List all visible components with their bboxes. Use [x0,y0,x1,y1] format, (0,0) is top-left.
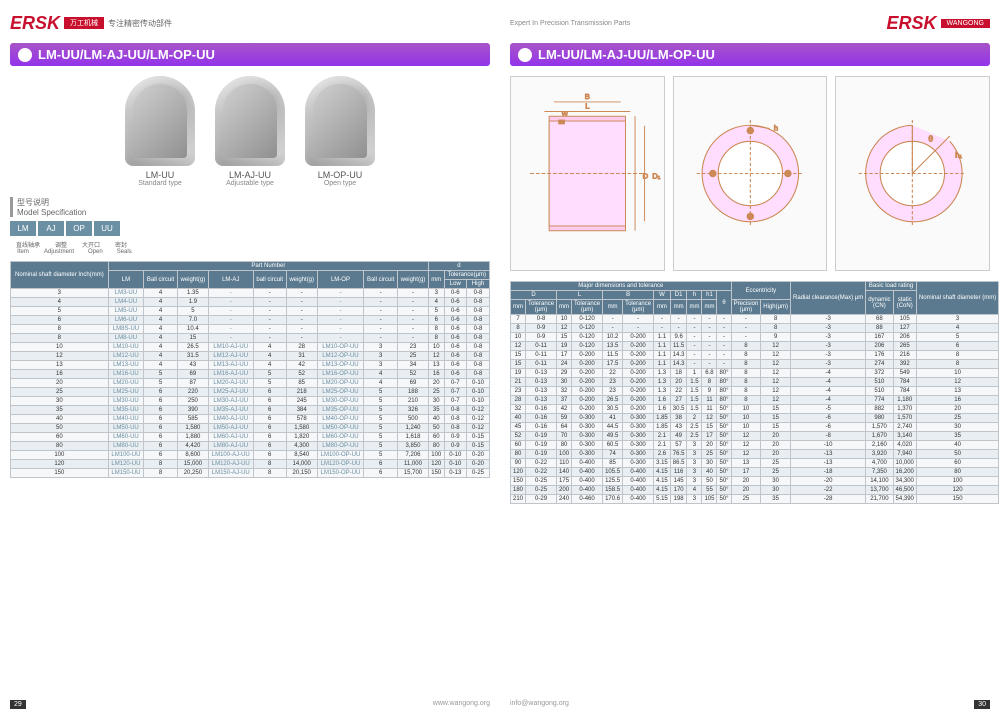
spec-table-left: Nominal shaft diameter Inch(mm)Part Numb… [10,261,490,478]
section-header-left: LM-UU/LM-AJ-UU/LM-OP-UU [10,43,490,66]
diagram-front-aj: h [673,76,828,271]
svg-text:W: W [562,111,569,118]
right-page: Expert In Precision Transmission Parts E… [500,0,1000,713]
spec-box: OP [66,221,92,236]
table-row: 520-19700-30049.50-3002.1492.51750°1220-… [511,432,999,441]
table-row: 10LM10-UU426.5LM10-AJ-UU428LM10-OP-UU323… [11,343,490,352]
svg-text:D₁: D₁ [652,171,661,180]
brand-logo-r: ERSK [887,13,937,34]
table-row: 150LM150-UU820,250LM150-AJ-UU820,150LM15… [11,469,490,478]
spec-table-right: Major dimensions and toleranceEccentrici… [510,281,999,504]
table-row: 16LM16-UU569LM16-AJ-UU552LM16-OP-UU45216… [11,370,490,379]
svg-text:L: L [585,102,589,111]
svg-text:h₁: h₁ [956,150,963,159]
table-row: 13LM13-UU443LM13-AJ-UU442LM13-OP-UU33413… [11,361,490,370]
table-row: 100-9150-12010.20-2001.19.6----9-3167206… [511,333,999,342]
table-row: 60LM60-UU61,880LM60-AJ-UU61,820LM60-OP-U… [11,433,490,442]
svg-text:B: B [585,92,590,101]
brand-cn: 万工机械 [64,17,104,29]
svg-text:θ: θ [929,133,934,143]
table-row: 8LM8-UU415------80-60-8 [11,334,490,343]
bearing-image [125,76,195,166]
svg-text:D: D [643,171,649,180]
left-page: ERSK 万工机械 专注精密传动部件 LM-UU/LM-AJ-UU/LM-OP-… [0,0,500,713]
product-item: LM-AJ-UU Adjustable type [215,76,285,187]
table-row: 2100-292400-460170.60-4005.15198310550°2… [511,495,999,504]
spec-boxes: LMAJOPUU [10,221,490,236]
table-row: 120LM120-UU815,000LM120-AJ-UU814,000LM12… [11,460,490,469]
table-row: 20LM20-UU587LM20-AJ-UU585LM20-OP-UU46920… [11,379,490,388]
table-row: 320-16420-20030.50-2001.630.51.51150°101… [511,405,999,414]
table-row: 230-13320-200230-2001.3221.5980°812-4510… [511,387,999,396]
spec-box: AJ [38,221,64,236]
table-row: 190-13290-200220-2001.31816.880°812-4372… [511,369,999,378]
table-row: 50LM50-UU61,580LM50-AJ-UU61,580LM50-OP-U… [11,424,490,433]
table-row: 900-221100-400850-3003.1586.533050°1325-… [511,459,999,468]
table-row: 70-8100-120--------8-3681053 [511,315,999,324]
footer-right: info@wangong.org 30 [510,700,990,709]
table-row: 800-191000-300740-3002.676.532550°1220-1… [511,450,999,459]
header-right: Expert In Precision Transmission Parts E… [510,8,990,38]
table-row: 12LM12-UU431.5LM12-AJ-UU431LM12-OP-UU325… [11,352,490,361]
table-row: 6LM6-UU47.0------60-60-8 [11,316,490,325]
table-row: 280-13370-20026.50-2001.6271.51180°812-4… [511,396,999,405]
header-left: ERSK 万工机械 专注精密传动部件 [10,8,490,38]
table-row: 1500-251750-400125.50-4004.1514535050°20… [511,477,999,486]
table-row: 1800-252000-400158.50-4004.1517045550°20… [511,486,999,495]
brand-logo: ERSK [10,13,60,34]
table-row: 80-9120-120--------8-3881274 [511,324,999,333]
table-row: 40LM40-UU6585LM40-AJ-UU6578LM40-OP-UU550… [11,415,490,424]
table-row: 8LM8S-UU410.4------80-60-8 [11,325,490,334]
table-row: 210-13300-200230-2001.3201.5880°812-4510… [511,378,999,387]
svg-text:h: h [774,124,778,133]
table-row: 450-16640-30044.50-3001.85432.51550°1015… [511,423,999,432]
product-item: LM-UU Standard type [125,76,195,187]
table-row: 1200-221400-400105.50-4004.1511634050°17… [511,468,999,477]
diagram-front-op: θ h₁ [835,76,990,271]
diagram-side-view: L B D D₁ W [510,76,665,271]
product-item: LM-OP-UU Open type [305,76,375,187]
table-row: 600-19800-30060.50-3002.15732050°1220-10… [511,441,999,450]
table-row: 400-16590-300410-3001.853821250°1015-698… [511,414,999,423]
table-row: 35LM35-UU6390LM35-AJ-UU6384LM35-OP-UU532… [11,406,490,415]
table-row: 80LM80-UU64,420LM80-AJ-UU64,300LM80-OP-U… [11,442,490,451]
table-row: 3LM3-UU41.35------30-60-8 [11,289,490,298]
table-row: 30LM30-UU6250LM30-AJ-UU6245LM30-OP-UU521… [11,397,490,406]
bearing-image [215,76,285,166]
table-row: 120-11190-12013.50-2001.111.5---812-3206… [511,342,999,351]
technical-diagrams: L B D D₁ W [510,76,990,271]
table-row: 4LM4-UU41.9------40-60-8 [11,298,490,307]
product-images: LM-UU Standard type LM-AJ-UU Adjustable … [10,76,490,187]
model-spec-label: 型号说明 Model Specification [10,197,490,217]
section-header-right: LM-UU/LM-AJ-UU/LM-OP-UU [510,43,990,66]
spec-box: LM [10,221,36,236]
table-row: 100LM100-UU68,600LM100-AJ-UU68,540LM100-… [11,451,490,460]
brand-sub: WANGONG [941,19,990,28]
spec-box: UU [94,221,120,236]
table-row: 25LM25-UU6220LM25-AJ-UU6218LM25-OP-UU518… [11,388,490,397]
brand-tag: 专注精密传动部件 [108,18,172,29]
table-row: 150-11240-20017.50-2001.114.3---812-3274… [511,360,999,369]
bearing-image [305,76,375,166]
footer-left: 29 www.wangong.org [10,700,490,709]
table-row: 150-11170-20011.50-2001.114.3---812-3176… [511,351,999,360]
table-row: 5LM5-UU45------50-60-8 [11,307,490,316]
